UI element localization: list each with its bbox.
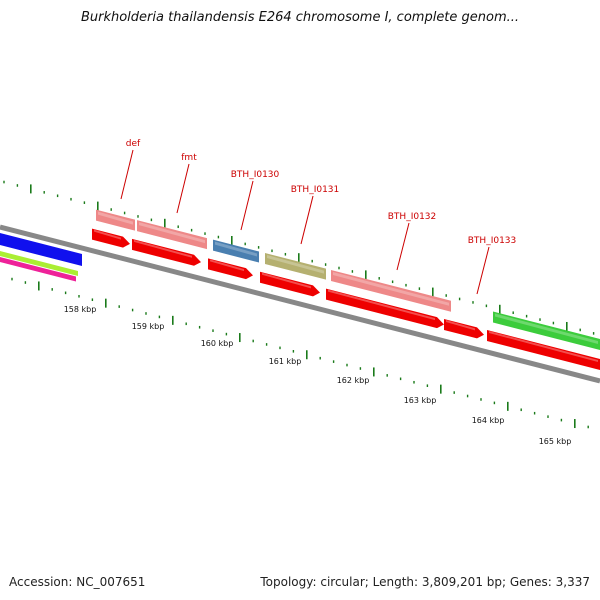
gene-label: def <box>126 139 141 149</box>
kbp-scale-label: 160 kbp <box>201 339 234 348</box>
bth-i0130-gene-box <box>213 239 259 263</box>
bth-i0131-gene-box-highlight <box>267 255 324 274</box>
kbp-scale-label: 164 kbp <box>472 416 505 425</box>
kbp-scale-labels: 158 kbp 159 kbp 160 kbp 161 kbp 162 kbp 163 k… <box>64 305 572 446</box>
gene-label-leader <box>476 246 490 295</box>
gene-features <box>92 209 600 370</box>
genome-summary-text: Topology: circular; Length: 3,809,201 bp… <box>260 575 590 589</box>
bth-i0131-cds-arrow <box>260 271 320 297</box>
bth-i0132-gene-box-highlight <box>333 271 449 306</box>
chromosome-backbone <box>0 224 600 384</box>
gene-label-leader <box>120 149 134 200</box>
lime-feature-track <box>0 251 78 277</box>
kbp-scale-label: 161 kbp <box>269 357 302 366</box>
bth-i0131-gene-box <box>265 253 326 280</box>
map-title: Burkholderia thailandensis E264 chromoso… <box>80 10 520 25</box>
outer-tick-ring <box>3 180 595 335</box>
bth-i0130-cds-arrow <box>208 258 253 280</box>
def-gene-box <box>96 209 135 231</box>
bth-i0133-cds-arrow <box>444 318 484 339</box>
bth-i0133-gene-box-highlight <box>495 313 598 344</box>
gene-label: BTH_I0133 <box>468 236 517 246</box>
gene-label-leader <box>240 180 254 231</box>
kbp-scale-label: 159 kbp <box>132 322 165 331</box>
downstream-cds-arrow-highlight <box>489 330 598 362</box>
bth-i0133-cds-arrow-highlight <box>446 319 475 331</box>
bth-i0132-cds-arrow <box>326 288 444 329</box>
gene-labels: def fmt BTH_I0130 BTH_I0131 BTH_I0132 BTH_I01… <box>120 139 517 295</box>
gene-label-leader <box>300 195 314 245</box>
bth-i0133-gene-box <box>493 311 600 350</box>
kbp-scale-label: 162 kbp <box>337 376 370 385</box>
left-feature-tracks <box>0 233 82 282</box>
bth-i0132-cds-arrow-highlight <box>328 289 435 321</box>
gene-label: BTH_I0132 <box>388 212 437 222</box>
bth-i0130-cds-arrow-highlight <box>210 259 244 272</box>
bth-i0131-cds-arrow-highlight <box>262 272 311 289</box>
gene-label-leader <box>396 222 410 271</box>
bth-i0130-gene-box-highlight <box>215 241 257 257</box>
bth-i0132-gene-box <box>331 269 451 312</box>
gene-label: fmt <box>181 153 197 163</box>
downstream-cds-arrow <box>487 329 600 370</box>
kbp-scale-label: 163 kbp <box>404 396 437 405</box>
magenta-feature-track <box>0 257 76 282</box>
fmt-cds-arrow <box>132 238 201 266</box>
accession-text: Accession: NC_007651 <box>9 575 146 589</box>
fmt-cds-arrow-highlight <box>134 239 192 258</box>
gene-label: BTH_I0131 <box>291 185 340 195</box>
gene-label: BTH_I0130 <box>231 170 280 180</box>
def-cds-arrow-highlight <box>94 229 121 240</box>
fmt-gene-box-highlight <box>139 222 205 244</box>
kbp-scale-label: 158 kbp <box>64 305 97 314</box>
blue-feature-track <box>0 233 82 267</box>
fmt-gene-box <box>137 220 207 250</box>
def-gene-box-highlight <box>98 211 133 225</box>
kbp-scale-label: 165 kbp <box>539 437 572 446</box>
gene-label-leader <box>176 163 190 214</box>
inner-tick-ring <box>11 277 589 429</box>
def-cds-arrow <box>92 228 130 248</box>
